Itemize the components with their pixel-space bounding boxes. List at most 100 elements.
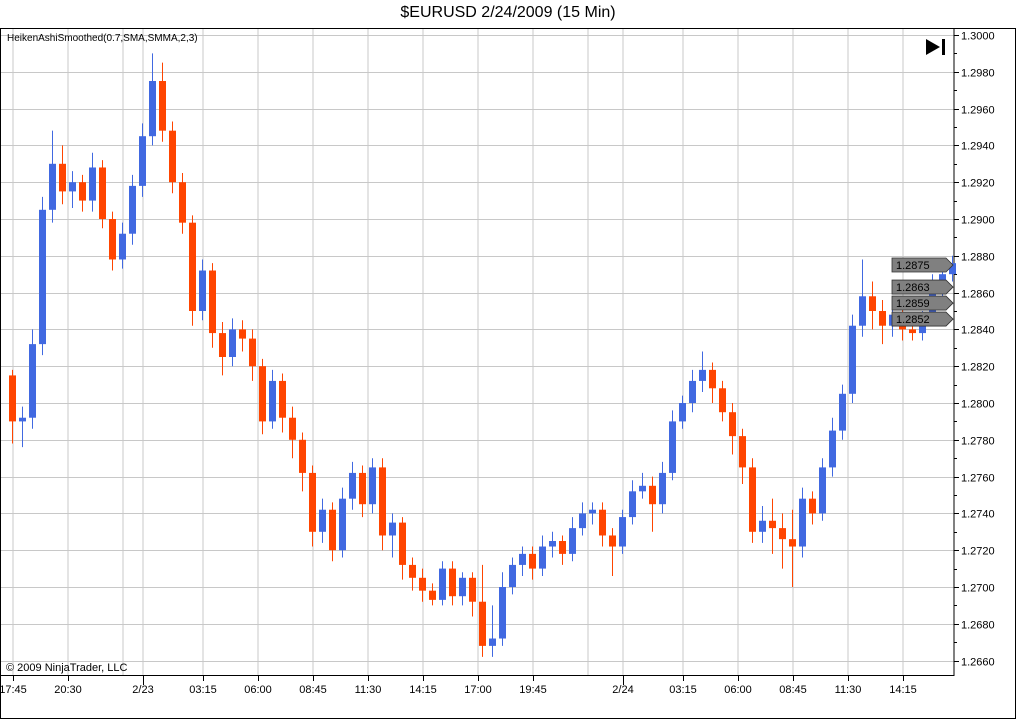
candle-body xyxy=(149,81,156,137)
candle-body xyxy=(419,577,426,591)
candle-body xyxy=(129,185,136,234)
y-tick-label: 1.2800 xyxy=(961,399,995,411)
candle-body xyxy=(439,568,446,600)
chart-title: $EURUSD 2/24/2009 (15 Min) xyxy=(400,4,616,21)
candle-body xyxy=(459,577,466,597)
candle-body xyxy=(209,270,216,334)
candle-body xyxy=(579,513,586,529)
candle-body xyxy=(679,403,686,422)
candle-body xyxy=(319,509,326,532)
candle-body xyxy=(9,375,16,422)
candle-body xyxy=(639,485,646,492)
x-tick-label: 17:00 xyxy=(464,684,492,696)
y-tick-label: 1.2720 xyxy=(961,546,995,558)
candle-body xyxy=(79,182,86,201)
y-tick-label: 1.2980 xyxy=(961,68,995,80)
candle-body xyxy=(259,366,266,422)
candle-body xyxy=(809,498,816,514)
x-tick-label: 2/23 xyxy=(132,684,153,696)
candle-body xyxy=(949,263,956,275)
candle-body xyxy=(859,296,866,326)
candle-body xyxy=(109,219,116,260)
price-marker-label: 1.2875 xyxy=(896,260,930,272)
candle-body xyxy=(819,467,826,514)
candle-body xyxy=(659,472,666,505)
x-tick-label: 06:00 xyxy=(724,684,752,696)
candle-body xyxy=(429,590,436,600)
candle-body xyxy=(59,163,66,192)
candle-body xyxy=(229,329,236,357)
x-tick-label: 14:15 xyxy=(409,684,437,696)
candle-body xyxy=(589,509,596,514)
candle-body xyxy=(759,520,766,532)
candle-body xyxy=(779,528,786,540)
x-tick-label: 11:30 xyxy=(835,684,862,696)
candle-body xyxy=(469,577,476,602)
y-tick-label: 1.2660 xyxy=(961,657,995,669)
price-marker xyxy=(891,295,954,311)
candle-body xyxy=(189,222,196,311)
candle-body xyxy=(179,182,186,223)
candle-body xyxy=(289,417,296,440)
price-marker-label: 1.2863 xyxy=(896,282,930,294)
candle-body xyxy=(539,546,546,569)
x-tick-label: 06:00 xyxy=(244,684,272,696)
candle-body xyxy=(219,333,226,357)
y-tick-label: 1.2900 xyxy=(961,215,995,227)
candle-body xyxy=(349,472,356,499)
candle-body xyxy=(49,163,56,210)
x-tick-label: 03:15 xyxy=(189,684,217,696)
candle-body xyxy=(769,520,776,529)
candle-body xyxy=(549,541,556,547)
candle-body xyxy=(629,491,636,518)
y-tick-label: 1.2700 xyxy=(961,583,995,595)
candle-body xyxy=(869,296,876,311)
candle-body xyxy=(239,329,246,339)
candle-body xyxy=(19,417,26,422)
candle-body xyxy=(559,541,566,554)
y-tick-label: 1.3000 xyxy=(961,31,995,43)
candle-body xyxy=(279,380,286,418)
x-tick-label: 08:45 xyxy=(779,684,807,696)
candle-body xyxy=(39,209,46,345)
candle-body xyxy=(699,369,706,381)
y-tick-label: 1.2920 xyxy=(961,178,995,190)
y-tick-label: 1.2760 xyxy=(961,473,995,485)
candle-body xyxy=(709,369,716,389)
candle-body xyxy=(69,182,76,192)
candle-body xyxy=(789,539,796,547)
candle-body xyxy=(569,528,576,554)
skip-to-end-button[interactable] xyxy=(924,37,948,57)
candle-body xyxy=(649,485,656,505)
candle-body xyxy=(199,270,206,311)
y-tick-label: 1.2940 xyxy=(961,141,995,153)
candle-body xyxy=(799,498,806,547)
candle-body xyxy=(849,325,856,394)
y-tick-label: 1.2820 xyxy=(961,362,995,374)
candle-body xyxy=(329,509,336,551)
candle-body xyxy=(519,553,526,565)
candle-body xyxy=(739,436,746,468)
candle-body xyxy=(159,81,166,131)
y-tick-label: 1.2960 xyxy=(961,105,995,117)
candle-body xyxy=(609,535,616,547)
candle-body xyxy=(479,601,486,646)
candle-body xyxy=(249,338,256,367)
x-tick-label: 08:45 xyxy=(299,684,327,696)
price-marker xyxy=(891,279,954,295)
y-tick-label: 1.2680 xyxy=(961,620,995,632)
candle-body xyxy=(139,136,146,186)
x-tick-label: 20:30 xyxy=(54,684,82,696)
candle-body xyxy=(829,430,836,468)
candle-body xyxy=(269,380,276,422)
price-marker-label: 1.2852 xyxy=(896,314,930,326)
candle-body xyxy=(369,467,376,505)
candle-body xyxy=(119,233,126,260)
candle-body xyxy=(719,388,726,413)
plot-frame xyxy=(0,28,955,676)
y-tick-label: 1.2780 xyxy=(961,436,995,448)
candle-body xyxy=(599,509,606,536)
candle-body xyxy=(839,393,846,431)
y-tick-label: 1.2740 xyxy=(961,509,995,521)
